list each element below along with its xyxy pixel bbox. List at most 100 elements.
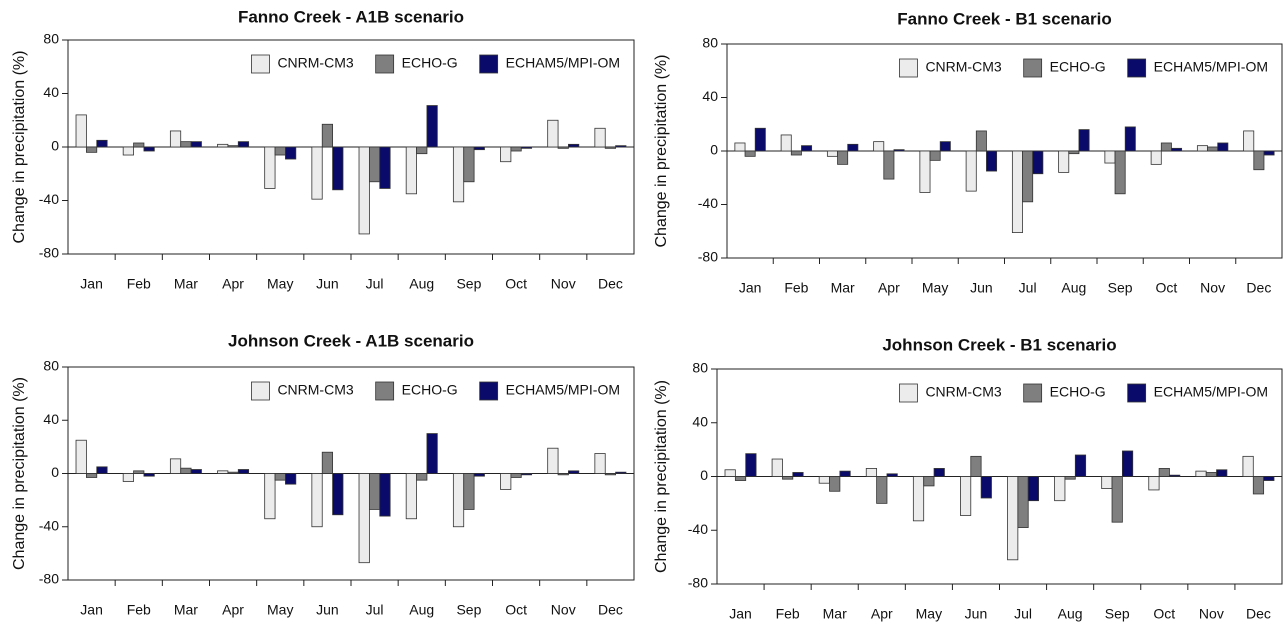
bar	[1148, 476, 1160, 491]
chart-title: Fanno Creek - A1B scenario	[238, 7, 464, 26]
legend-label: ECHO-G	[402, 382, 458, 398]
bar	[416, 146, 428, 155]
bar	[405, 473, 417, 520]
legend-label: CNRM-CM3	[925, 59, 1001, 75]
bar	[1101, 476, 1113, 489]
bar	[426, 433, 438, 474]
y-tick-label: 0	[51, 138, 59, 154]
bar	[557, 473, 569, 476]
bar	[790, 150, 802, 156]
x-tick-label: Jul	[1019, 280, 1037, 296]
bar	[1263, 476, 1275, 481]
y-tick-label: 40	[702, 88, 718, 104]
bar	[1216, 469, 1228, 477]
bar	[594, 453, 606, 474]
bar	[1054, 476, 1066, 502]
x-tick-label: Oct	[505, 276, 527, 292]
y-axis-label: Change in precipitation (%)	[653, 380, 670, 573]
chart: Fanno Creek - A1B scenario Change in prec…	[11, 7, 635, 292]
bar	[1058, 150, 1070, 173]
bar	[547, 447, 559, 474]
legend-swatch	[899, 58, 918, 78]
y-tick-label: 80	[692, 360, 708, 376]
bar	[782, 476, 794, 480]
legend: CNRM-CM3 ECHO-G ECHAM5/MPI-OM	[899, 383, 1268, 403]
bar	[975, 130, 987, 152]
bar	[839, 470, 851, 477]
x-tick-label: Dec	[1246, 606, 1271, 622]
bar	[1011, 150, 1023, 233]
bar	[85, 146, 98, 153]
bar	[724, 469, 736, 477]
x-tick-label: Oct	[1153, 606, 1175, 622]
x-tick-label: Apr	[878, 280, 900, 296]
bar	[919, 150, 931, 193]
bar	[463, 146, 475, 183]
y-tick-label: -80	[39, 571, 59, 587]
x-tick-label: Sep	[456, 602, 481, 618]
legend-label: CNRM-CM3	[277, 55, 353, 71]
x-tick-label: Jul	[1014, 606, 1032, 622]
bar	[1252, 476, 1265, 495]
legend: CNRM-CM3 ECHO-G ECHAM5/MPI-OM	[251, 54, 620, 74]
x-tick-label: Sep	[456, 276, 481, 292]
x-tick-label: Apr	[222, 602, 244, 618]
bar	[180, 141, 192, 148]
legend-label: CNRM-CM3	[925, 384, 1001, 400]
legend: CNRM-CM3 ECHO-G ECHAM5/MPI-OM	[899, 58, 1268, 78]
x-tick-label: Jan	[80, 276, 103, 292]
bar	[169, 130, 182, 148]
bar	[818, 476, 830, 484]
chart: Johnson Creek - A1B scenario Change in pr…	[11, 331, 635, 618]
bar	[939, 141, 951, 152]
bar	[912, 476, 925, 522]
x-tick-label: Aug	[409, 276, 434, 292]
bar	[473, 473, 485, 477]
x-tick-label: Dec	[598, 602, 623, 618]
y-tick-label: -80	[688, 575, 708, 591]
x-tick-label: Jul	[366, 276, 384, 292]
bar	[980, 476, 992, 499]
bar	[274, 473, 286, 481]
bar	[227, 471, 239, 474]
bar	[311, 146, 323, 200]
bar	[510, 473, 522, 478]
bar	[285, 473, 297, 485]
bar	[734, 142, 746, 152]
x-tick-label: May	[267, 276, 293, 292]
bar	[744, 150, 756, 157]
bar	[1195, 470, 1207, 477]
y-axis-label: Change in precipitation (%)	[11, 377, 28, 570]
bar	[771, 458, 783, 477]
y-tick-label: 80	[43, 358, 59, 374]
bar	[96, 139, 108, 148]
y-tick-label: -40	[39, 517, 59, 533]
x-tick-label: Aug	[409, 602, 434, 618]
bar	[169, 458, 182, 474]
bar	[190, 141, 202, 148]
legend-label: ECHAM5/MPI-OM	[1154, 384, 1268, 400]
bar	[264, 473, 276, 520]
x-tick-label: Dec	[598, 276, 623, 292]
x-tick-label: Mar	[174, 276, 198, 292]
bar	[1243, 130, 1255, 152]
bar	[604, 473, 617, 476]
bar	[873, 141, 885, 152]
legend-swatch	[1127, 58, 1147, 78]
legend-label: ECHAM5/MPI-OM	[506, 382, 620, 398]
bar	[133, 142, 145, 148]
bar	[358, 146, 370, 235]
x-tick-label: May	[916, 606, 942, 622]
x-tick-label: Jun	[965, 606, 988, 622]
bar	[264, 146, 276, 189]
x-tick-label: Oct	[505, 602, 527, 618]
x-tick-label: Aug	[1058, 606, 1083, 622]
y-tick-label: 40	[692, 413, 708, 429]
bar	[227, 145, 239, 148]
y-tick-label: -40	[698, 195, 718, 211]
bar	[1104, 150, 1116, 164]
bar	[847, 143, 859, 152]
bar	[801, 145, 813, 152]
bar	[379, 473, 391, 517]
legend-swatch	[251, 381, 270, 401]
